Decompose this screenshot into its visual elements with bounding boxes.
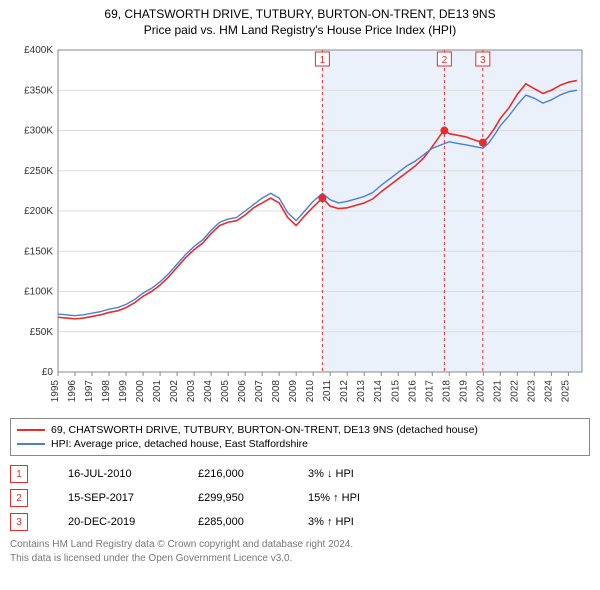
footer-line-1: Contains HM Land Registry data © Crown c… <box>10 538 590 552</box>
transaction-diff: 3% ↑ HPI <box>308 516 428 528</box>
svg-text:2004: 2004 <box>203 380 214 403</box>
chart-area: £0 £50K £100K £150K £200K £250K £300K £350K £400… <box>10 42 590 412</box>
transaction-diff: 3% ↓ HPI <box>308 468 428 480</box>
svg-text:2012: 2012 <box>339 380 350 403</box>
svg-text:£250K: £250K <box>24 166 53 177</box>
transaction-price: £299,950 <box>198 492 308 504</box>
svg-text:2021: 2021 <box>492 380 503 403</box>
svg-text:2005: 2005 <box>220 380 231 403</box>
svg-text:2000: 2000 <box>135 380 146 403</box>
svg-text:2: 2 <box>442 55 448 66</box>
svg-text:2019: 2019 <box>458 380 469 403</box>
transaction-diff: 15% ↑ HPI <box>308 492 428 504</box>
transaction-row: 1 16-JUL-2010 £216,000 3% ↓ HPI <box>10 462 590 486</box>
line-chart: £0 £50K £100K £150K £200K £250K £300K £350K £400… <box>10 42 590 412</box>
svg-text:1997: 1997 <box>84 380 95 403</box>
title-line-2: Price paid vs. HM Land Registry's House … <box>0 22 600 38</box>
svg-text:1998: 1998 <box>101 380 112 403</box>
svg-text:£0: £0 <box>42 367 54 378</box>
legend-item: 69, CHATSWORTH DRIVE, TUTBURY, BURTON-ON… <box>17 423 583 437</box>
transaction-date: 15-SEP-2017 <box>68 492 198 504</box>
svg-text:1999: 1999 <box>118 380 129 403</box>
svg-text:£300K: £300K <box>24 126 53 137</box>
svg-text:1: 1 <box>320 55 326 66</box>
transaction-marker: 1 <box>10 465 28 483</box>
svg-text:2020: 2020 <box>475 380 486 403</box>
transaction-price: £285,000 <box>198 516 308 528</box>
svg-text:£400K: £400K <box>24 45 53 56</box>
svg-text:£150K: £150K <box>24 247 53 258</box>
legend-swatch <box>17 429 45 431</box>
transaction-row: 2 15-SEP-2017 £299,950 15% ↑ HPI <box>10 486 590 510</box>
svg-text:2015: 2015 <box>390 380 401 403</box>
transaction-date: 20-DEC-2019 <box>68 516 198 528</box>
svg-text:2010: 2010 <box>305 380 316 403</box>
svg-text:2017: 2017 <box>424 380 435 403</box>
svg-text:2024: 2024 <box>543 380 554 403</box>
svg-text:2009: 2009 <box>288 380 299 403</box>
legend: 69, CHATSWORTH DRIVE, TUTBURY, BURTON-ON… <box>10 418 590 456</box>
svg-text:2008: 2008 <box>271 380 282 403</box>
svg-text:2013: 2013 <box>356 380 367 403</box>
legend-label: HPI: Average price, detached house, East… <box>51 438 308 450</box>
svg-text:1996: 1996 <box>67 380 78 403</box>
svg-text:2025: 2025 <box>560 380 571 403</box>
transactions-table: 1 16-JUL-2010 £216,000 3% ↓ HPI 2 15-SEP… <box>10 462 590 534</box>
svg-text:2006: 2006 <box>237 380 248 403</box>
svg-text:£200K: £200K <box>24 206 53 217</box>
footer-line-2: This data is licensed under the Open Gov… <box>10 552 590 566</box>
svg-text:2011: 2011 <box>322 380 333 402</box>
svg-text:1995: 1995 <box>50 380 61 403</box>
footer: Contains HM Land Registry data © Crown c… <box>10 538 590 565</box>
svg-text:2022: 2022 <box>509 380 520 403</box>
title-line-1: 69, CHATSWORTH DRIVE, TUTBURY, BURTON-ON… <box>0 6 600 22</box>
chart-title: 69, CHATSWORTH DRIVE, TUTBURY, BURTON-ON… <box>0 0 600 38</box>
svg-text:£100K: £100K <box>24 287 53 298</box>
legend-swatch <box>17 443 45 445</box>
transaction-marker: 3 <box>10 513 28 531</box>
svg-text:2016: 2016 <box>407 380 418 403</box>
svg-text:2003: 2003 <box>186 380 197 403</box>
svg-text:3: 3 <box>480 55 486 66</box>
svg-text:2023: 2023 <box>526 380 537 403</box>
svg-text:£50K: £50K <box>30 327 54 338</box>
transaction-price: £216,000 <box>198 468 308 480</box>
svg-text:2001: 2001 <box>152 380 163 403</box>
legend-label: 69, CHATSWORTH DRIVE, TUTBURY, BURTON-ON… <box>51 424 478 436</box>
transaction-row: 3 20-DEC-2019 £285,000 3% ↑ HPI <box>10 510 590 534</box>
svg-text:£350K: £350K <box>24 86 53 97</box>
svg-text:2007: 2007 <box>254 380 265 403</box>
svg-text:2002: 2002 <box>169 380 180 403</box>
transaction-date: 16-JUL-2010 <box>68 468 198 480</box>
transaction-marker: 2 <box>10 489 28 507</box>
svg-text:2018: 2018 <box>441 380 452 403</box>
legend-item: HPI: Average price, detached house, East… <box>17 437 583 451</box>
svg-text:2014: 2014 <box>373 380 384 403</box>
